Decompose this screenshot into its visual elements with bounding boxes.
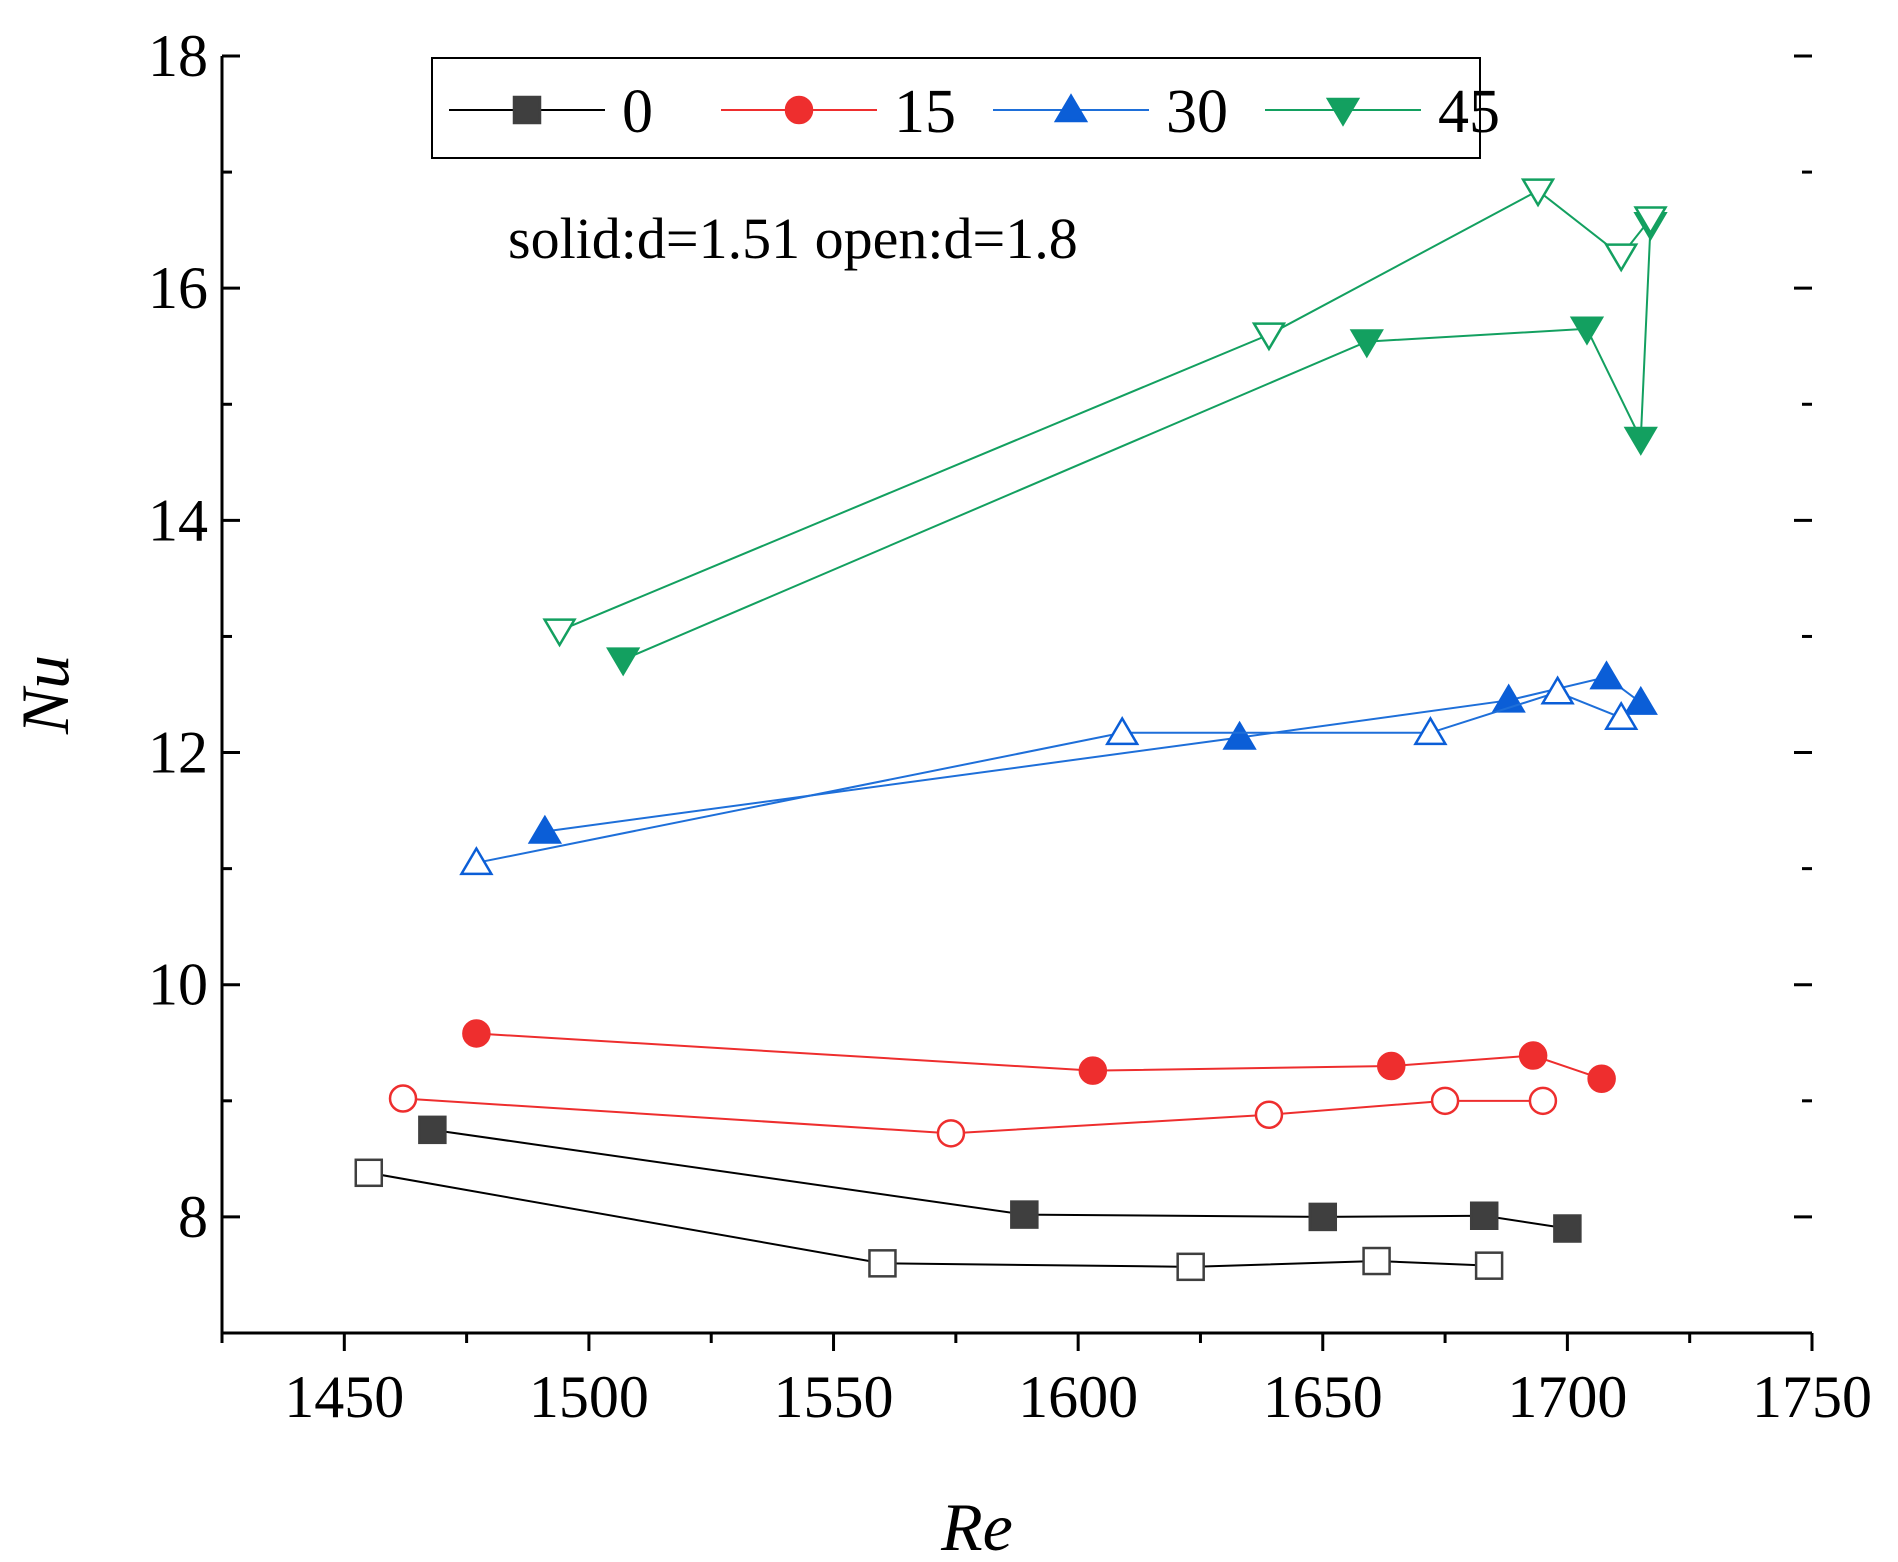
data-point xyxy=(459,846,494,876)
series-45-open xyxy=(542,178,1668,648)
y-tick-label: 18 xyxy=(148,23,208,89)
data-point xyxy=(462,1019,491,1048)
data-point xyxy=(1587,1064,1616,1094)
legend-marker-15 xyxy=(784,95,814,125)
data-point xyxy=(1176,1252,1205,1282)
data-point xyxy=(1377,1051,1406,1081)
legend-box xyxy=(431,57,1481,159)
series-line xyxy=(476,691,1622,864)
series-layer xyxy=(354,178,1668,1282)
data-point xyxy=(418,1115,447,1145)
legend-marker-30 xyxy=(1053,93,1089,123)
data-point xyxy=(1222,720,1257,750)
data-point xyxy=(354,1158,384,1188)
data-point xyxy=(1251,322,1287,352)
data-point xyxy=(1553,1214,1582,1243)
series-0-open xyxy=(354,1158,1504,1282)
data-point xyxy=(606,647,641,677)
legend-label-0: 0 xyxy=(622,78,653,146)
legend: 0 15 30 45 xyxy=(431,57,1500,159)
x-tick-label: 1500 xyxy=(529,1364,649,1430)
data-point xyxy=(1528,1086,1558,1116)
data-point xyxy=(527,814,563,844)
data-point xyxy=(1078,1056,1108,1085)
x-tick-label: 1700 xyxy=(1507,1364,1627,1430)
data-point xyxy=(1589,660,1624,690)
y-tick-label: 14 xyxy=(148,487,208,553)
x-tick-label: 1600 xyxy=(1018,1364,1138,1430)
x-axis-title: Re xyxy=(940,1489,1013,1562)
y-tick-label: 8 xyxy=(178,1184,208,1250)
series-30-solid xyxy=(527,660,1658,844)
data-point xyxy=(1413,716,1448,746)
data-point xyxy=(1105,716,1140,746)
series-15-solid xyxy=(462,1019,1616,1094)
series-15-open xyxy=(388,1084,1558,1148)
annotation-text: solid:d=1.51 open:d=1.8 xyxy=(508,206,1078,271)
data-point xyxy=(1540,675,1575,705)
y-tick-label: 16 xyxy=(148,255,208,321)
data-point xyxy=(1308,1202,1338,1232)
y-tick-label: 12 xyxy=(148,720,208,786)
data-point xyxy=(1604,243,1639,273)
x-tick-label: 1550 xyxy=(774,1364,894,1430)
data-point xyxy=(1623,426,1658,456)
data-point xyxy=(1349,329,1384,359)
data-point xyxy=(1474,1251,1504,1280)
data-point xyxy=(1469,1201,1499,1230)
data-point xyxy=(388,1084,418,1113)
x-tick-label: 1650 xyxy=(1263,1364,1383,1430)
series-line xyxy=(544,676,1642,833)
data-point xyxy=(1633,206,1668,236)
y-axis-title: Nu xyxy=(7,655,83,735)
data-point xyxy=(1362,1246,1391,1276)
data-point xyxy=(1623,685,1658,715)
legend-label-45: 45 xyxy=(1438,78,1500,146)
data-point xyxy=(1604,700,1639,731)
legend-marker-45 xyxy=(1325,97,1361,127)
series-line xyxy=(402,1097,1543,1135)
series-0-solid xyxy=(418,1115,1582,1243)
series-30-open xyxy=(459,675,1639,876)
data-point xyxy=(1010,1200,1039,1229)
series-line xyxy=(476,1032,1602,1080)
axes-layer: 8 10 12 14 16 18 1450 1500 1550 1600 1650 1700 1750 xyxy=(148,23,1872,1430)
series-45-solid xyxy=(606,212,1668,677)
data-point xyxy=(1520,178,1556,208)
data-point xyxy=(868,1249,897,1278)
legend-marker-0 xyxy=(512,95,542,125)
legend-label-15: 15 xyxy=(894,78,956,146)
data-point xyxy=(1254,1100,1284,1129)
legend-label-30: 30 xyxy=(1166,78,1228,146)
x-tick-label: 1450 xyxy=(284,1364,404,1430)
data-point xyxy=(936,1119,966,1148)
data-point xyxy=(1430,1086,1460,1116)
y-tick-label: 10 xyxy=(148,952,208,1018)
x-tick-label: 1750 xyxy=(1752,1364,1872,1430)
data-point xyxy=(1518,1041,1548,1070)
data-point xyxy=(542,618,577,648)
series-line xyxy=(622,224,1652,661)
data-point xyxy=(1569,316,1605,346)
